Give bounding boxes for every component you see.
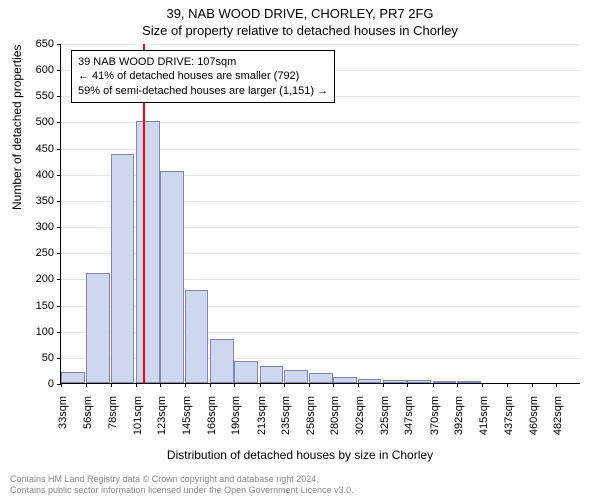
xtick-mark	[136, 383, 137, 387]
histogram-bar	[234, 361, 258, 383]
ytick-label: 150	[14, 300, 54, 312]
ytick-label: 200	[14, 273, 54, 285]
xtick-mark	[383, 383, 384, 387]
annotation-line: 39 NAB WOOD DRIVE: 107sqm	[78, 55, 328, 69]
ytick-label: 0	[14, 378, 54, 390]
xtick-mark	[358, 383, 359, 387]
xtick-mark	[309, 383, 310, 387]
xtick-mark	[210, 383, 211, 387]
xtick-label: 460sqm	[528, 396, 540, 456]
xtick-label: 168sqm	[206, 396, 218, 456]
xtick-mark	[284, 383, 285, 387]
ytick-mark	[57, 122, 61, 123]
xtick-label: 101sqm	[132, 396, 144, 456]
xtick-label: 302sqm	[354, 396, 366, 456]
ytick-label: 250	[14, 247, 54, 259]
xtick-label: 190sqm	[230, 396, 242, 456]
ytick-label: 350	[14, 195, 54, 207]
ytick-label: 650	[14, 38, 54, 50]
histogram-bar	[86, 273, 110, 383]
ytick-mark	[57, 332, 61, 333]
annotation-line: 59% of semi-detached houses are larger (…	[78, 84, 328, 98]
histogram-bar	[358, 379, 382, 383]
histogram-bar	[160, 171, 184, 383]
ytick-label: 550	[14, 90, 54, 102]
xtick-mark	[507, 383, 508, 387]
histogram-bar	[136, 121, 160, 383]
annotation-box: 39 NAB WOOD DRIVE: 107sqm ← 41% of detac…	[71, 50, 335, 103]
xtick-mark	[532, 383, 533, 387]
histogram-bar	[333, 377, 357, 383]
xtick-mark	[111, 383, 112, 387]
xtick-mark	[407, 383, 408, 387]
ytick-label: 100	[14, 326, 54, 338]
xtick-label: 145sqm	[181, 396, 193, 456]
ytick-label: 50	[14, 352, 54, 364]
xtick-mark	[457, 383, 458, 387]
xtick-mark	[61, 383, 62, 387]
ytick-mark	[57, 279, 61, 280]
histogram-bar	[309, 373, 333, 383]
footer-line: Contains HM Land Registry data © Crown c…	[10, 474, 354, 485]
page-subtitle: Size of property relative to detached ho…	[0, 21, 600, 38]
xtick-label: 235sqm	[280, 396, 292, 456]
footer-attribution: Contains HM Land Registry data © Crown c…	[10, 474, 354, 496]
ytick-mark	[57, 149, 61, 150]
ytick-mark	[57, 358, 61, 359]
xtick-label: 78sqm	[107, 396, 119, 456]
histogram-bar	[407, 380, 431, 383]
xtick-mark	[433, 383, 434, 387]
histogram-bar	[457, 381, 481, 383]
ytick-mark	[57, 306, 61, 307]
xtick-label: 347sqm	[403, 396, 415, 456]
ytick-mark	[57, 44, 61, 45]
xtick-label: 437sqm	[503, 396, 515, 456]
footer-line: Contains public sector information licen…	[10, 485, 354, 496]
chart-area: 39 NAB WOOD DRIVE: 107sqm ← 41% of detac…	[60, 44, 580, 414]
xtick-label: 258sqm	[305, 396, 317, 456]
ytick-mark	[57, 70, 61, 71]
xtick-label: 325sqm	[379, 396, 391, 456]
xtick-mark	[482, 383, 483, 387]
xtick-label: 213sqm	[256, 396, 268, 456]
xtick-label: 56sqm	[82, 396, 94, 456]
ytick-mark	[57, 227, 61, 228]
ytick-label: 500	[14, 116, 54, 128]
histogram-bar	[383, 380, 407, 383]
xtick-label: 370sqm	[429, 396, 441, 456]
xtick-mark	[556, 383, 557, 387]
histogram-bar	[260, 366, 284, 383]
xtick-label: 280sqm	[329, 396, 341, 456]
ytick-label: 400	[14, 169, 54, 181]
histogram-bar	[185, 290, 209, 383]
page-title-address: 39, NAB WOOD DRIVE, CHORLEY, PR7 2FG	[0, 0, 600, 21]
ytick-mark	[57, 201, 61, 202]
ytick-label: 300	[14, 221, 54, 233]
xtick-label: 123sqm	[156, 396, 168, 456]
xtick-mark	[86, 383, 87, 387]
ytick-label: 600	[14, 64, 54, 76]
ytick-mark	[57, 253, 61, 254]
xtick-mark	[160, 383, 161, 387]
histogram-bar	[61, 372, 85, 384]
histogram-bar	[433, 381, 457, 383]
annotation-line: ← 41% of detached houses are smaller (79…	[78, 69, 328, 83]
xtick-label: 482sqm	[552, 396, 564, 456]
ytick-mark	[57, 96, 61, 97]
gridline	[61, 44, 580, 45]
xtick-label: 33sqm	[57, 396, 69, 456]
histogram-bar	[210, 339, 234, 383]
xtick-mark	[260, 383, 261, 387]
xtick-mark	[185, 383, 186, 387]
plot-region: 39 NAB WOOD DRIVE: 107sqm ← 41% of detac…	[60, 44, 580, 384]
ytick-label: 450	[14, 143, 54, 155]
xtick-mark	[234, 383, 235, 387]
xtick-mark	[333, 383, 334, 387]
histogram-bar	[111, 154, 135, 383]
ytick-mark	[57, 175, 61, 176]
xtick-label: 415sqm	[478, 396, 490, 456]
xtick-label: 392sqm	[453, 396, 465, 456]
histogram-bar	[284, 370, 308, 383]
